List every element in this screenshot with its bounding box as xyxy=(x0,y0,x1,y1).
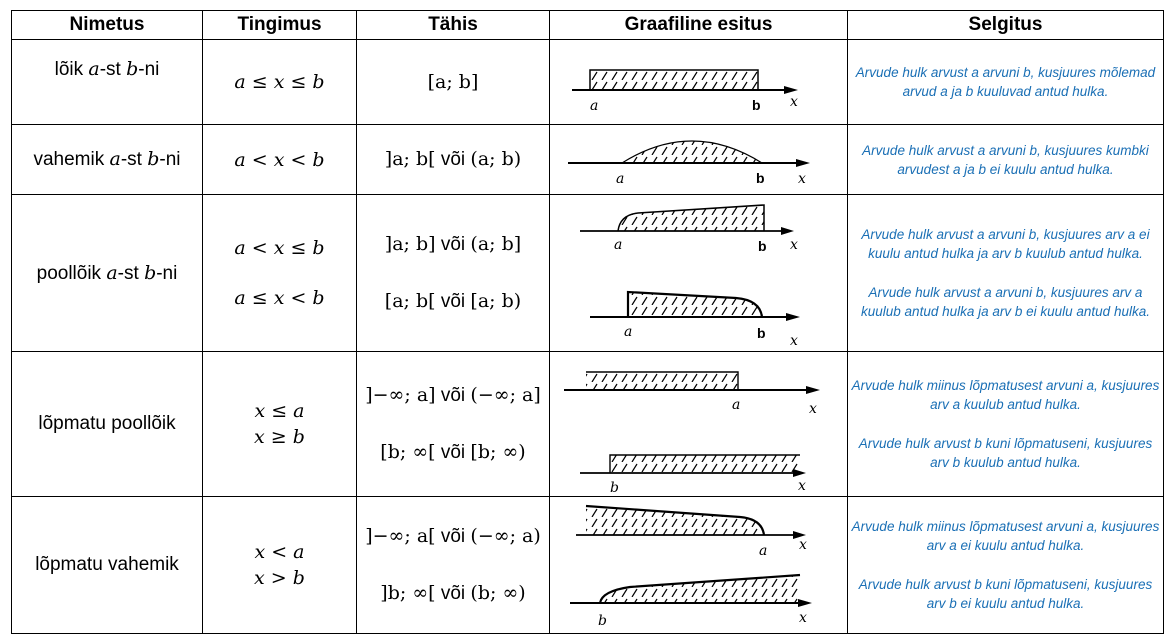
table-row: lõik a-st b-ni a ≤ x ≤ b [a; b] xyxy=(11,39,1164,125)
graph-label-a: a xyxy=(624,324,632,340)
table-row: poollõik a-st b-ni a < x ≤ b a ≤ x < b ]… xyxy=(11,194,1164,352)
row-notation: ]−∞; a] või (−∞; a] [b; ∞[ või [b; ∞) xyxy=(356,351,550,497)
graph-right-infinite-open xyxy=(570,573,812,607)
header-graph: Graafiline esitus xyxy=(549,10,848,40)
graph-label-x: x xyxy=(798,478,806,494)
row-notation: ]a; b] või (a; b] [a; b[ või [a; b) xyxy=(356,194,550,352)
graph-label-a: a xyxy=(759,543,767,559)
row-condition: a < x < b xyxy=(202,124,357,195)
graph-label-a: a xyxy=(732,397,740,413)
header-row: Nimetus Tingimus Tähis Graafiline esitus… xyxy=(11,10,1164,40)
header-condition: Tingimus xyxy=(202,10,357,40)
row-notation: ]a; b[ või (a; b) xyxy=(356,124,550,195)
table-row: lõpmatu vahemik x < a x > b ]−∞; a[ või … xyxy=(11,496,1164,634)
row-condition: x ≤ a x ≥ b xyxy=(202,351,357,497)
row-notation: ]−∞; a[ või (−∞; a) ]b; ∞[ või (b; ∞) xyxy=(356,496,550,634)
graph-label-a: a xyxy=(616,171,624,187)
row-name: vahemik a-st b-ni xyxy=(11,124,203,195)
row-name: poollõik a-st b-ni xyxy=(11,194,203,352)
graph-label-x: x xyxy=(790,333,798,349)
graph-label-b: b xyxy=(610,480,619,496)
table-row: vahemik a-st b-ni a < x < b ]a; b[ või (… xyxy=(11,124,1164,195)
row-graph: a b x xyxy=(549,39,848,125)
row-condition: x < a x > b xyxy=(202,496,357,634)
row-graph: a x b x xyxy=(549,496,848,634)
row-name: lõik a-st b-ni xyxy=(11,39,203,125)
header-name: Nimetus xyxy=(11,10,203,40)
graph-label-b: b xyxy=(758,238,767,254)
row-name: lõpmatu vahemik xyxy=(11,496,203,634)
interval-graph: a b x xyxy=(572,69,798,114)
row-explanation: Arvude hulk arvust a arvuni b, kusjuures… xyxy=(847,194,1164,352)
interval-graph: a x b x xyxy=(564,371,820,496)
graph-half-open-right xyxy=(590,290,800,321)
row-graph: a x b x xyxy=(549,351,848,497)
row-explanation: Arvude hulk miinus lõpmatusest arvuni a,… xyxy=(847,496,1164,634)
row-notation: [a; b] xyxy=(356,39,550,125)
intervals-table: Nimetus Tingimus Tähis Graafiline esitus… xyxy=(11,10,1164,634)
graph-label-b: b xyxy=(756,170,765,186)
graph-right-infinite-closed xyxy=(580,454,806,477)
graph-label-x: x xyxy=(798,171,806,187)
graph-label-x: x xyxy=(799,537,807,553)
graph-label-a: a xyxy=(590,98,598,114)
row-explanation: Arvude hulk arvust a arvuni b, kusjuures… xyxy=(847,124,1164,195)
graph-half-open-left xyxy=(580,204,794,235)
graph-label-x: x xyxy=(790,237,798,253)
row-graph: a b x a b x xyxy=(549,194,848,352)
graph-label-b: b xyxy=(757,325,766,341)
graph-label-x: x xyxy=(799,610,807,626)
header-explanation: Selgitus xyxy=(847,10,1164,40)
interval-graph: a b x xyxy=(568,140,810,187)
row-condition: a < x ≤ b a ≤ x < b xyxy=(202,194,357,352)
graph-label-b: b xyxy=(752,97,761,113)
row-condition: a ≤ x ≤ b xyxy=(202,39,357,125)
graph-left-infinite-open xyxy=(576,504,806,539)
graph-label-x: x xyxy=(790,94,798,110)
row-explanation: Arvude hulk arvust a arvuni b, kusjuures… xyxy=(847,39,1164,125)
graph-label-x: x xyxy=(809,401,817,417)
graph-label-a: a xyxy=(614,237,622,253)
graph-open-segment xyxy=(568,140,810,167)
row-explanation: Arvude hulk miinus lõpmatusest arvuni a,… xyxy=(847,351,1164,497)
row-graph: a b x xyxy=(549,124,848,195)
interval-graph: a b x a b x xyxy=(580,204,800,349)
header-notation: Tähis xyxy=(356,10,550,40)
graph-closed-segment xyxy=(572,69,798,94)
table-row: lõpmatu poollõik x ≤ a x ≥ b ]−∞; a] või… xyxy=(11,351,1164,497)
row-name: lõpmatu poollõik xyxy=(11,351,203,497)
graph-label-b: b xyxy=(598,613,607,629)
graph-left-infinite-closed xyxy=(564,371,820,394)
interval-graph: a x b x xyxy=(570,504,812,629)
